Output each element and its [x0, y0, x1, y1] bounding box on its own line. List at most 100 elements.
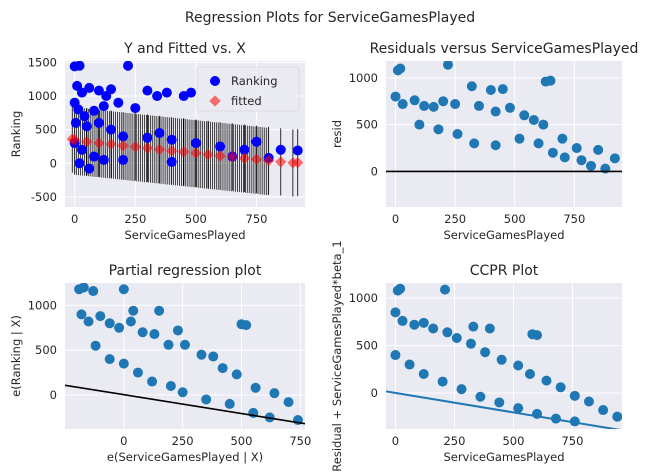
data-point — [442, 61, 453, 70]
data-point — [490, 140, 501, 151]
y-tick-label: 1500 — [28, 55, 57, 69]
data-point — [95, 311, 106, 322]
x-tick-label: 250 — [124, 212, 146, 226]
y-tick-label: -500 — [31, 190, 57, 204]
data-point — [397, 99, 408, 110]
data-point — [201, 394, 212, 405]
x-tick-label: 0 — [120, 434, 127, 448]
subplot-2: 0 250 500 750 0 500 1000 Residuals versus Servi… — [330, 41, 638, 242]
data-point — [598, 405, 609, 416]
subplot-grid: 0 250 500 750 -500 0 500 1000 1500 Y and Fitted v… — [9, 41, 638, 472]
data-point — [88, 286, 99, 297]
data-point — [152, 90, 163, 101]
data-point — [90, 340, 101, 351]
data-point — [83, 316, 94, 327]
data-point — [409, 319, 420, 330]
data-point — [519, 110, 530, 121]
data-point — [569, 390, 580, 401]
x-tick-label: 750 — [246, 212, 268, 226]
data-point — [428, 323, 439, 334]
data-point — [190, 138, 201, 149]
fitted-point — [153, 143, 166, 156]
legend-frame — [196, 66, 300, 112]
data-point — [114, 322, 125, 333]
data-point — [409, 95, 420, 106]
fitted-point — [166, 145, 178, 157]
data-layer — [65, 283, 305, 426]
data-point — [76, 309, 87, 320]
data-point — [513, 403, 524, 414]
x-tick-label: 500 — [502, 434, 524, 448]
data-point — [196, 349, 207, 360]
data-point — [142, 85, 153, 96]
data-point — [440, 284, 450, 295]
data-layer — [386, 283, 622, 429]
data-point — [609, 153, 620, 164]
data-point — [165, 381, 176, 392]
fitted-point — [141, 142, 154, 154]
y-tick-label: 1000 — [349, 71, 378, 85]
data-point — [497, 84, 508, 95]
data-point — [132, 367, 143, 378]
data-point — [547, 147, 558, 158]
data-point — [475, 391, 486, 402]
data-point — [442, 327, 453, 338]
y-tick-label: 0 — [371, 164, 378, 178]
data-point — [98, 101, 109, 112]
x-axis-label: e(ServiceGamesPlayed | X) — [107, 450, 263, 464]
data-point — [104, 318, 115, 329]
data-point — [118, 284, 129, 295]
data-point — [612, 411, 622, 422]
data-point — [538, 119, 549, 130]
data-point — [275, 144, 286, 155]
x-axis-label: ServiceGamesPlayed — [124, 228, 245, 242]
data-point — [283, 397, 294, 408]
data-point — [450, 99, 461, 110]
data-point — [469, 138, 480, 149]
data-point — [437, 376, 448, 387]
x-tick-label: 750 — [563, 212, 585, 226]
data-point — [533, 138, 544, 149]
data-point — [593, 144, 604, 155]
y-tick-label: 500 — [35, 123, 57, 137]
y-tick-label: 0 — [50, 388, 57, 402]
data-point — [180, 339, 190, 350]
fitted-point — [129, 141, 141, 153]
data-point — [390, 91, 401, 102]
y-tick-label: 0 — [371, 386, 378, 400]
subplot-title: Partial regression plot — [109, 263, 262, 279]
data-point — [583, 396, 594, 407]
fitted-point — [226, 151, 238, 163]
data-point — [292, 145, 303, 156]
data-point — [418, 317, 429, 328]
data-point — [395, 283, 406, 294]
data-point — [224, 398, 235, 409]
y-axis-label: Ranking — [9, 111, 23, 158]
fitted-point — [262, 154, 275, 167]
data-point — [419, 100, 430, 111]
data-point — [79, 111, 90, 122]
data-point — [418, 369, 429, 380]
y-tick-label: 500 — [356, 339, 378, 353]
y-tick-label: 500 — [35, 343, 57, 357]
data-point — [137, 327, 148, 338]
data-point — [504, 102, 515, 113]
data-point — [166, 134, 177, 145]
data-point — [559, 152, 570, 163]
y-axis-label: e(Ranking | X) — [9, 315, 23, 397]
fitted-point — [202, 148, 214, 161]
data-point — [571, 143, 582, 154]
data-point — [98, 154, 109, 165]
fitted-point — [292, 156, 304, 169]
data-point — [118, 131, 129, 142]
data-point — [118, 154, 129, 165]
x-tick-label: 250 — [443, 434, 465, 448]
data-point — [166, 156, 177, 167]
data-point — [76, 87, 87, 98]
data-point — [147, 376, 158, 387]
x-tick-label: 500 — [230, 434, 252, 448]
fitted-point — [275, 156, 287, 168]
fitted-point — [250, 153, 263, 165]
subplot-4: 0 250 500 750 0 500 1000 CCPR Plot ServiceGamesP… — [330, 240, 622, 472]
data-point — [128, 305, 139, 316]
